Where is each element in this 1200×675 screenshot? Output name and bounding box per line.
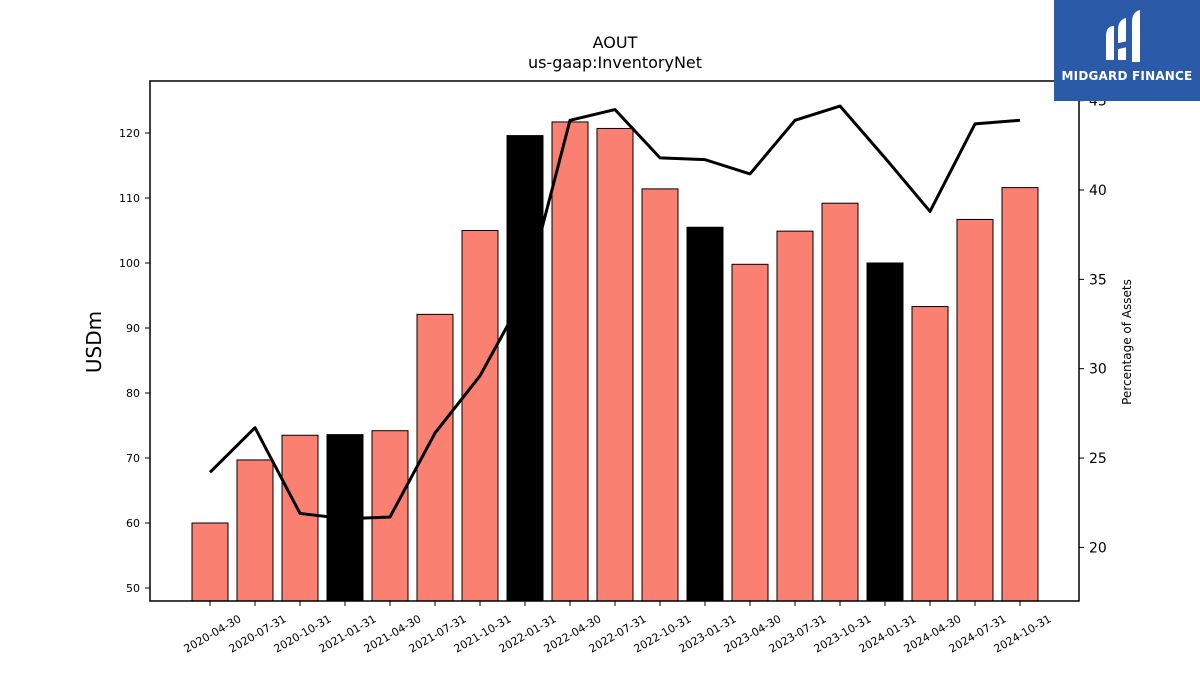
bar-2021-10-31 bbox=[461, 230, 499, 602]
y-tick-label: 60 bbox=[126, 517, 140, 530]
bar-2023-01-31 bbox=[686, 226, 724, 602]
y2-tick-label: 30 bbox=[1089, 362, 1107, 378]
bar-2022-04-30 bbox=[551, 121, 589, 602]
bar-2022-01-31 bbox=[506, 135, 544, 602]
logo-mark-icon bbox=[1106, 10, 1140, 62]
y2-axis-label: Percentage of Assets bbox=[1120, 279, 1134, 405]
bar-2024-07-31 bbox=[956, 218, 994, 602]
bar-2024-04-30 bbox=[911, 306, 949, 602]
y-axis-label: USDm bbox=[82, 311, 106, 373]
bar-2022-10-31 bbox=[641, 188, 679, 602]
y-tick-label: 110 bbox=[119, 192, 140, 205]
y2-tick-label: 35 bbox=[1089, 272, 1107, 288]
logo-text: MIDGARD FINANCE bbox=[1061, 69, 1193, 83]
y-tick-label: 100 bbox=[119, 257, 140, 270]
y2-tick-label: 40 bbox=[1089, 183, 1107, 199]
chart-title: AOUT bbox=[593, 33, 638, 52]
bar-2022-07-31 bbox=[596, 127, 634, 602]
chart-subtitle: us-gaap:InventoryNet bbox=[528, 53, 702, 72]
y-tick-label: 50 bbox=[126, 582, 140, 595]
y-tick-label: 80 bbox=[126, 387, 140, 400]
percentage-line bbox=[208, 104, 1021, 521]
y-tick-label: 120 bbox=[119, 127, 140, 140]
y-tick-label: 90 bbox=[126, 322, 140, 335]
y2-tick-label: 25 bbox=[1089, 451, 1107, 467]
bar-2023-04-30 bbox=[731, 263, 769, 602]
bar-2024-10-31 bbox=[1001, 187, 1039, 602]
bar-2020-04-30 bbox=[191, 522, 229, 602]
midgard-finance-logo: MIDGARD FINANCE bbox=[1054, 0, 1200, 101]
y-tick-label: 70 bbox=[126, 452, 140, 465]
bar-2020-10-31 bbox=[281, 434, 319, 602]
y2-tick-label: 20 bbox=[1089, 540, 1107, 556]
bar-2020-07-31 bbox=[236, 459, 274, 602]
bar-2023-07-31 bbox=[776, 230, 814, 602]
bar-2024-01-31 bbox=[866, 262, 904, 602]
bar-2023-10-31 bbox=[821, 202, 859, 602]
